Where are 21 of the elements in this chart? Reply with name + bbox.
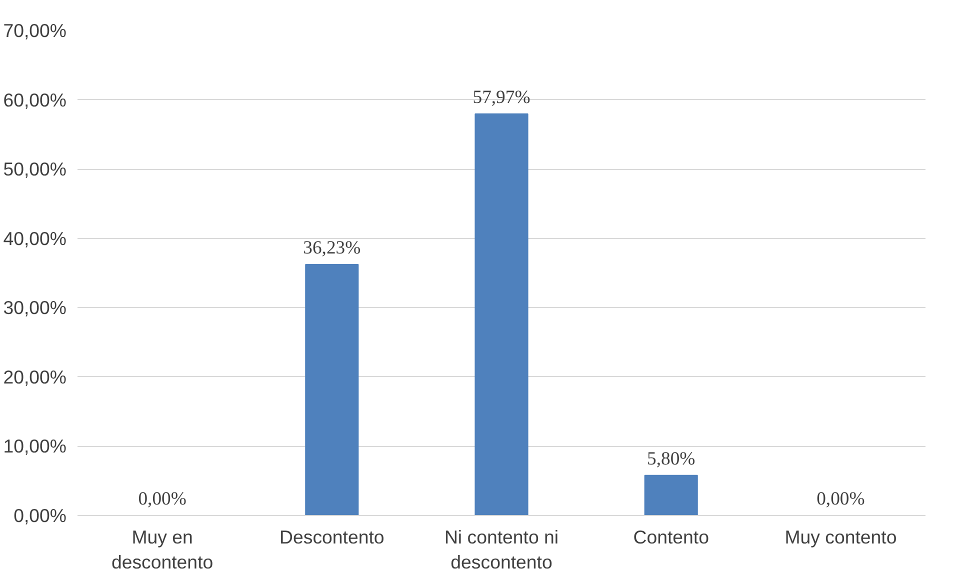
data-label: 57,97% [472,86,530,108]
y-tick-label: 30,00% [3,297,67,318]
x-tick-label: Contento [633,526,709,548]
bar [305,264,359,516]
y-tick-label: 50,00% [3,158,67,180]
x-tick-label: Descontento [280,526,384,548]
y-tick-label: 0,00% [14,505,67,526]
x-tick-label: Muy en descontento [111,526,214,573]
data-label: 5,80% [647,448,696,470]
bar [474,113,528,516]
y-tick-label: 10,00% [3,436,67,457]
y-tick-label: 40,00% [3,228,67,249]
y-tick-label: 60,00% [3,89,67,110]
data-label: 36,23% [303,237,361,258]
y-tick-label: 70,00% [3,20,67,41]
data-label: 0,00% [816,488,865,510]
x-tick-label: Ni contento ni descontento [444,526,559,573]
x-tick-label: Muy contento [784,526,897,548]
bar [644,474,698,516]
data-label: 0,00% [138,488,186,510]
y-tick-label: 20,00% [3,366,67,388]
